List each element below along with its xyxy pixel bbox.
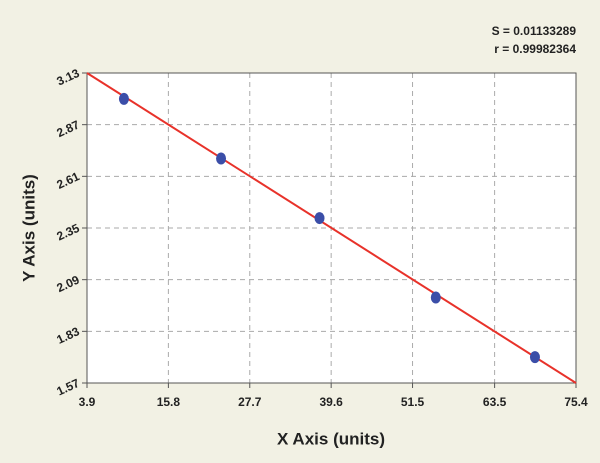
fit-line <box>86 72 577 384</box>
x-tick-label: 3.9 <box>79 395 96 409</box>
point <box>529 351 540 364</box>
point <box>314 212 325 225</box>
x-tick-label: 15.8 <box>157 395 181 409</box>
annotation: r = 0.99982364 <box>494 42 576 56</box>
annotation: S = 0.01133289 <box>492 24 577 38</box>
plot-frame <box>86 72 577 384</box>
x-tick-label: 63.5 <box>483 395 507 409</box>
x-tick-label: 39.6 <box>319 395 343 409</box>
y-axis-title: Y Axis (units) <box>19 174 38 282</box>
x-tick-label: 27.7 <box>238 395 262 409</box>
point <box>430 291 441 304</box>
x-axis-title: X Axis (units) <box>277 429 385 448</box>
x-tick-label: 51.5 <box>401 395 425 409</box>
point <box>216 152 227 165</box>
x-tick-label: 75.4 <box>564 395 588 409</box>
point <box>118 92 129 105</box>
